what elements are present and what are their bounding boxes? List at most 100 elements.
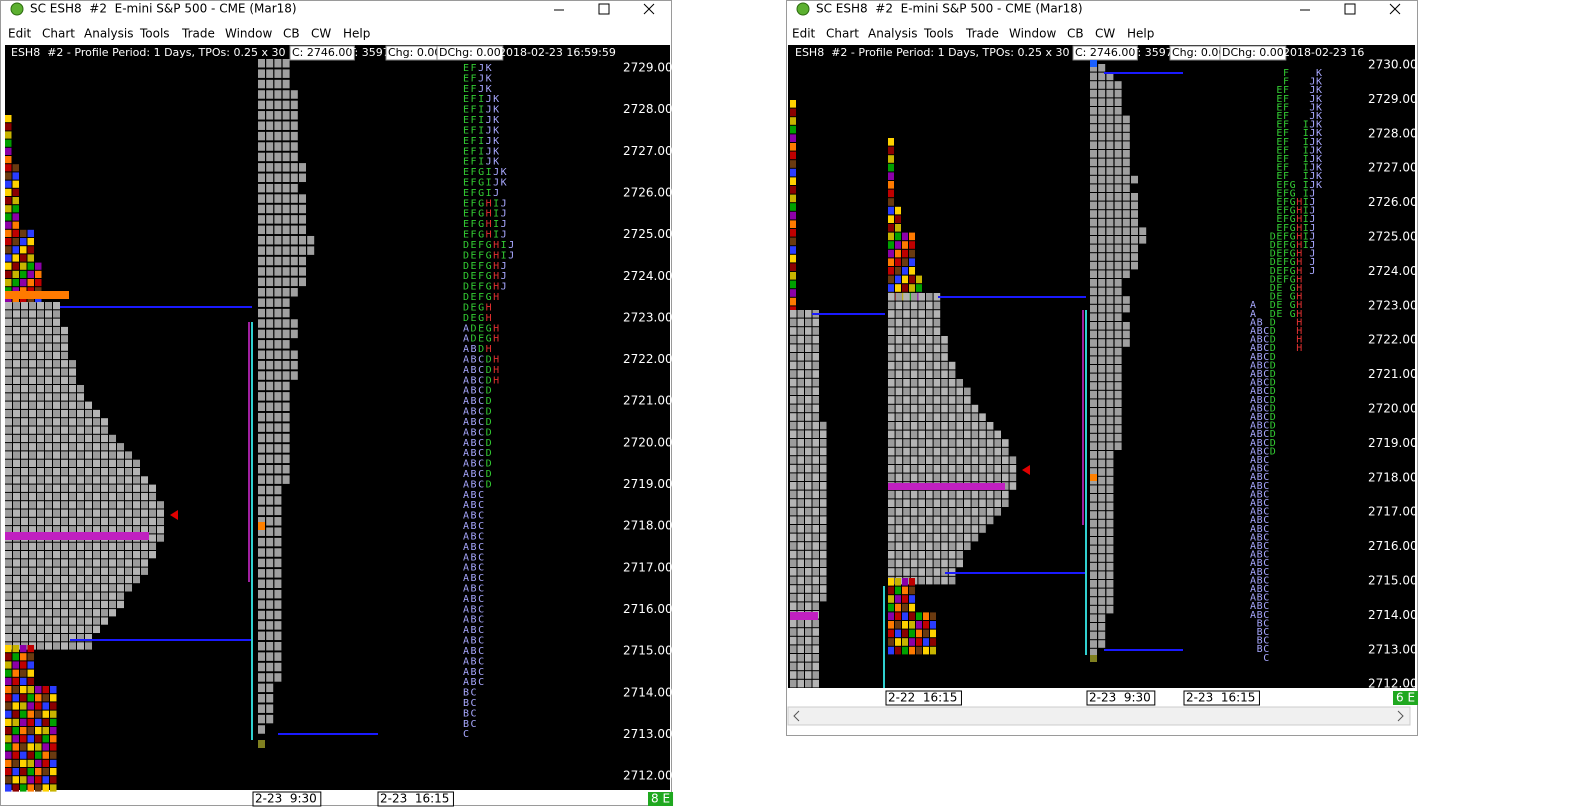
close-button[interactable] bbox=[1389, 3, 1401, 15]
profile-cell bbox=[69, 385, 76, 393]
profile-cell bbox=[69, 634, 76, 642]
profile-cell bbox=[85, 600, 92, 609]
profile-cell bbox=[805, 353, 812, 361]
profile-cell bbox=[101, 609, 108, 617]
tpo-block bbox=[909, 595, 915, 603]
tpo-block bbox=[42, 727, 49, 735]
menu-item[interactable]: Trade bbox=[181, 27, 215, 41]
profile-cell bbox=[274, 225, 282, 235]
profile-cell bbox=[61, 443, 68, 451]
profile-cell bbox=[926, 551, 933, 559]
tpo-block bbox=[5, 702, 12, 710]
menu-item[interactable]: Window bbox=[225, 27, 273, 41]
tpo-block bbox=[5, 645, 12, 653]
profile-cell bbox=[274, 610, 282, 620]
profile-cell bbox=[797, 602, 804, 610]
profile-cell bbox=[933, 525, 941, 533]
price-label: 2722.00 bbox=[623, 352, 673, 366]
menu-item[interactable]: CW bbox=[1095, 27, 1115, 41]
menu-item[interactable]: Chart bbox=[826, 27, 859, 41]
profile-cell bbox=[45, 476, 52, 484]
menu-item[interactable]: CB bbox=[283, 27, 300, 41]
menu-item[interactable]: Help bbox=[1127, 27, 1154, 41]
menu-item[interactable]: Edit bbox=[8, 27, 32, 41]
profile-cell bbox=[85, 443, 92, 451]
tpo-block bbox=[902, 603, 908, 612]
menu-item[interactable]: Edit bbox=[792, 27, 816, 41]
menu-item[interactable]: Help bbox=[343, 27, 370, 41]
profile-cell bbox=[926, 336, 933, 344]
profile-cell bbox=[1098, 356, 1106, 364]
header-field: T: 3597 bbox=[1131, 46, 1173, 59]
profile-cell bbox=[13, 600, 20, 609]
profile-cell bbox=[805, 430, 812, 438]
tpo-block bbox=[42, 768, 49, 776]
profile-cell bbox=[888, 396, 895, 404]
tpo-block bbox=[5, 180, 12, 188]
maximize-button[interactable] bbox=[598, 3, 610, 15]
scroll-right[interactable] bbox=[1397, 710, 1404, 722]
profile-cell bbox=[1114, 236, 1122, 244]
menu-item[interactable]: Trade bbox=[965, 27, 999, 41]
menu-item[interactable]: Analysis bbox=[84, 27, 133, 41]
profile-cell bbox=[1098, 408, 1106, 416]
profile-cell bbox=[956, 404, 963, 413]
profile-cell bbox=[266, 121, 274, 130]
profile-cell bbox=[266, 360, 274, 370]
menu-item[interactable]: Tools bbox=[923, 27, 954, 41]
menu-item[interactable]: Chart bbox=[42, 27, 75, 41]
scrollbar[interactable] bbox=[787, 706, 1411, 726]
profile-cell bbox=[5, 418, 12, 426]
tpo-block bbox=[895, 267, 901, 275]
menu-item[interactable]: Tools bbox=[139, 27, 170, 41]
menu-item[interactable]: Analysis bbox=[868, 27, 917, 41]
profile-cell bbox=[926, 361, 933, 370]
profile-cell bbox=[1106, 287, 1114, 296]
profile-cell bbox=[53, 468, 60, 476]
profile-cell bbox=[258, 277, 265, 287]
profile-cell bbox=[979, 473, 986, 482]
profile-cell bbox=[888, 559, 895, 568]
profile-cell bbox=[820, 490, 827, 499]
menu-item[interactable]: CW bbox=[311, 27, 331, 41]
profile-cell bbox=[933, 387, 941, 396]
profile-cell bbox=[933, 473, 941, 482]
profile-cell bbox=[948, 456, 956, 464]
tpo-block bbox=[27, 759, 34, 767]
profile-cell bbox=[93, 575, 100, 584]
profile-cell bbox=[1098, 347, 1106, 356]
profile-cell bbox=[258, 641, 265, 651]
profile-cell bbox=[258, 433, 265, 443]
scroll-left[interactable] bbox=[793, 710, 800, 722]
tpo-block bbox=[27, 784, 34, 792]
tpo-block bbox=[930, 612, 936, 620]
profile-cell bbox=[29, 484, 36, 492]
tpo-block bbox=[12, 262, 19, 270]
profile-cell bbox=[290, 277, 298, 287]
maximize-button[interactable] bbox=[1344, 3, 1356, 15]
menu-item[interactable]: Window bbox=[1009, 27, 1057, 41]
profile-cell bbox=[1139, 236, 1147, 244]
price-label: 2715.00 bbox=[623, 644, 673, 658]
profile-cell bbox=[797, 439, 804, 447]
profile-cell bbox=[994, 456, 1001, 464]
profile-cell bbox=[797, 619, 804, 628]
tpo-block bbox=[902, 267, 908, 275]
menu-item[interactable]: CB bbox=[1067, 27, 1084, 41]
profile-cell bbox=[1114, 132, 1122, 141]
profile-cell bbox=[109, 609, 116, 617]
profile-cell bbox=[282, 340, 290, 349]
profile-cell bbox=[1098, 365, 1106, 373]
profile-cell bbox=[805, 671, 812, 679]
profile-cell bbox=[1098, 167, 1106, 175]
profile-cell bbox=[274, 652, 282, 661]
profile-cell bbox=[61, 343, 68, 351]
profile-cell bbox=[926, 473, 933, 482]
profile-cell bbox=[964, 447, 971, 456]
profile-cell bbox=[910, 456, 918, 464]
close-button[interactable] bbox=[643, 3, 655, 15]
